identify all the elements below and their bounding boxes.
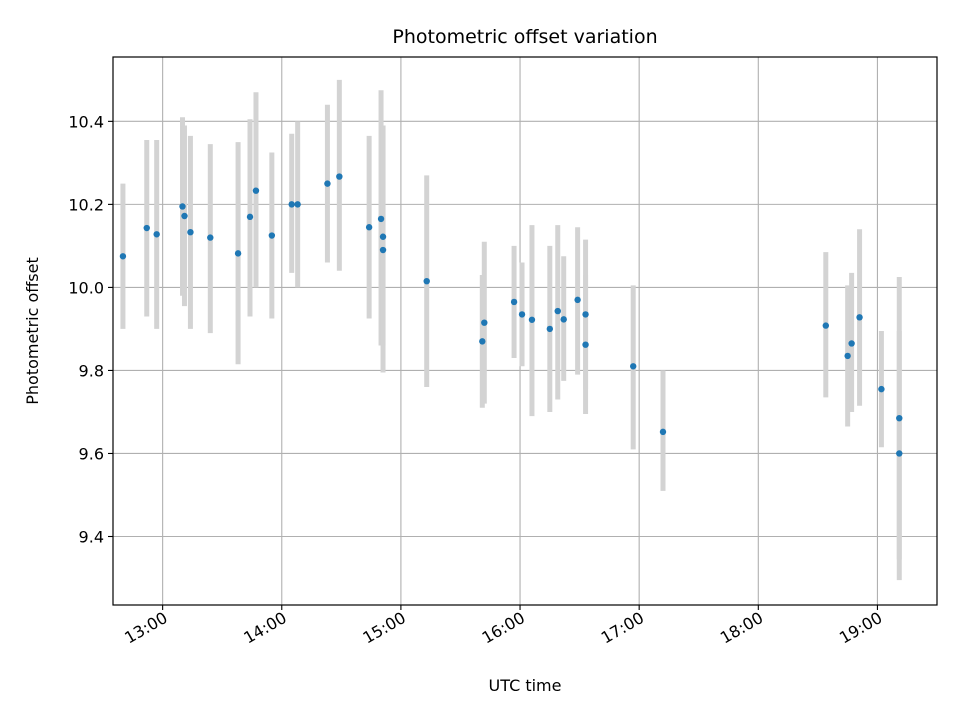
data-point [554, 307, 561, 315]
data-point [246, 213, 254, 221]
data-point [630, 363, 637, 370]
error-bars [120, 79, 902, 581]
data-point [479, 338, 486, 345]
data-point [878, 385, 885, 393]
data-point [324, 180, 331, 187]
data-point [844, 352, 851, 360]
data-point [423, 277, 430, 285]
y-tick-label: 10.0 [68, 278, 104, 297]
plot-frame [112, 56, 938, 606]
y-tick-label: 10.4 [68, 112, 104, 131]
data-point [582, 311, 589, 318]
data-point [896, 414, 903, 422]
data-point [365, 224, 373, 231]
y-tick-label: 9.8 [79, 361, 104, 380]
x-tick-label: 17:00 [598, 608, 647, 648]
data-point [856, 314, 863, 321]
data-point [582, 341, 589, 348]
y-tick-label: 9.6 [79, 444, 104, 463]
data-point [181, 212, 188, 220]
x-tick-label: 18:00 [717, 608, 766, 648]
data-point [143, 224, 150, 232]
data-point [659, 428, 667, 436]
data-point [574, 296, 581, 304]
x-tick-label: 16:00 [479, 608, 528, 648]
data-point [294, 201, 301, 208]
chart-title: Photometric offset variation [392, 26, 657, 48]
data-point [336, 173, 343, 180]
x-tick-label: 19:00 [836, 608, 885, 648]
data-points [119, 173, 903, 457]
data-point [510, 298, 518, 306]
data-point [234, 250, 242, 257]
y-tick-label: 9.4 [79, 528, 104, 547]
x-axis-label: UTC time [489, 676, 562, 695]
data-point [546, 325, 554, 333]
data-point [379, 246, 387, 254]
data-point [153, 231, 160, 238]
data-point [187, 228, 194, 236]
data-point [252, 187, 260, 194]
x-tick-label: 13:00 [121, 608, 170, 648]
data-point [379, 233, 387, 240]
y-axis-label: Photometric offset [23, 257, 42, 405]
x-tick-label: 14:00 [240, 608, 289, 648]
y-tick-label: 10.2 [68, 195, 104, 214]
data-point [119, 253, 127, 260]
data-point [179, 203, 186, 210]
data-point [822, 322, 830, 329]
data-point [207, 234, 214, 241]
data-point [268, 232, 276, 239]
data-point [288, 201, 295, 208]
x-tick-label: 15:00 [359, 608, 408, 648]
data-point [518, 311, 526, 318]
data-point [528, 316, 536, 323]
data-point [377, 215, 385, 223]
data-point [481, 319, 488, 326]
data-point [896, 450, 903, 457]
data-point [560, 316, 567, 323]
data-point [848, 340, 855, 347]
